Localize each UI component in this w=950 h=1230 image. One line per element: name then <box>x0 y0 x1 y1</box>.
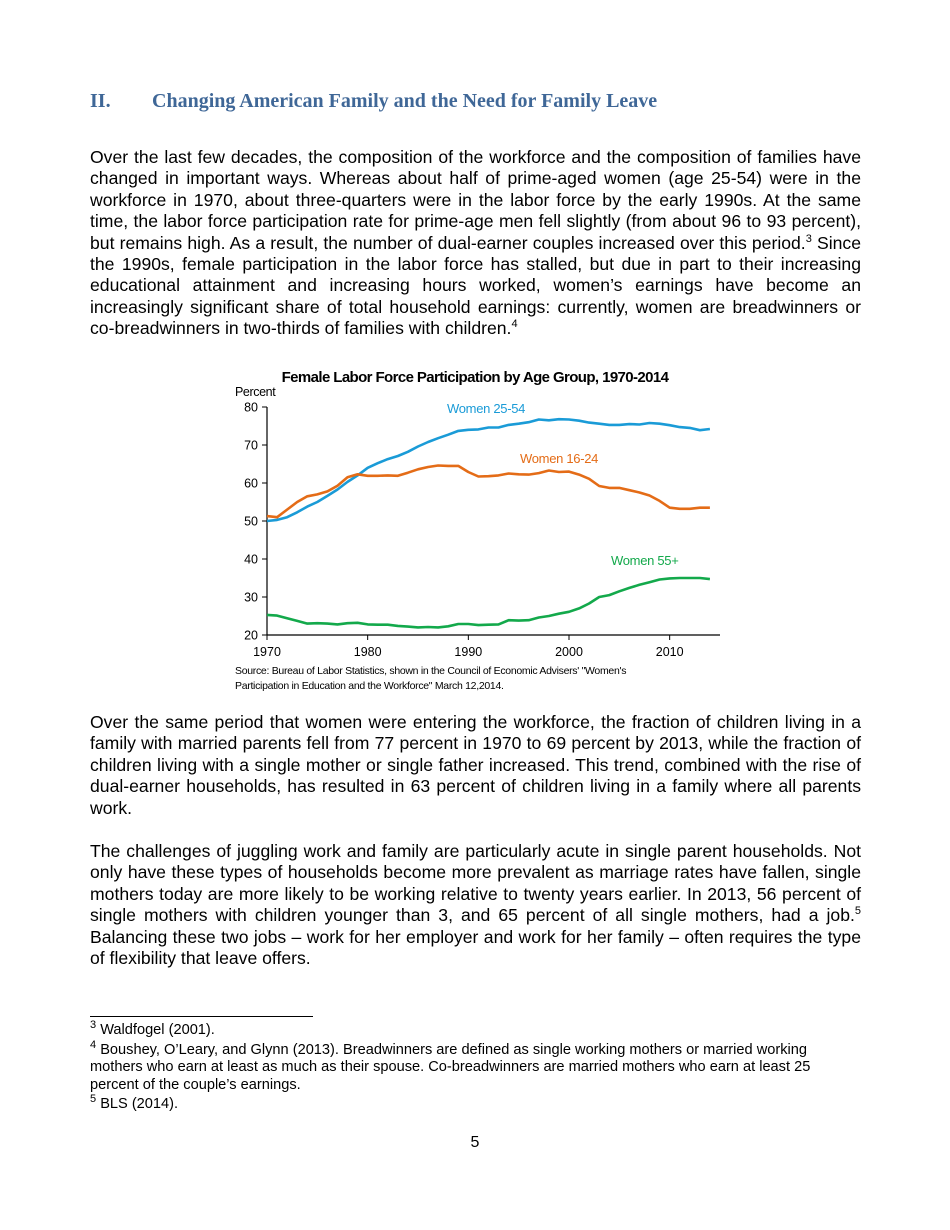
series-label: Women 25-54 <box>447 401 525 416</box>
x-tick-label: 2010 <box>656 645 684 659</box>
y-tick-label: 40 <box>244 553 258 567</box>
source: Source: Bureau of Labor Statistics, show… <box>235 665 626 677</box>
text: The challenges of juggling work and fami… <box>90 841 861 926</box>
footnote-number: 5 <box>90 1093 97 1106</box>
heading-title: Changing American Family and the Need fo… <box>152 90 658 112</box>
paragraph: The challenges of juggling work and fami… <box>90 841 861 969</box>
series-label: Women 16-24 <box>520 451 598 466</box>
footnote-ref: 5 <box>854 905 861 918</box>
y-tick-label: 50 <box>244 515 258 529</box>
text: Balancing these two jobs – work for her … <box>90 926 861 969</box>
series-label: Women 55+ <box>611 553 679 568</box>
footnote-number: 4 <box>90 1039 97 1052</box>
x-tick-label: 2000 <box>555 645 583 659</box>
heading-number: II. <box>90 90 111 112</box>
footnote-ref: 3 <box>805 232 812 245</box>
y-tick-label: 80 <box>244 401 258 415</box>
paragraph: Over the last few decades, the compositi… <box>90 147 861 340</box>
x-tick-label: 1990 <box>454 645 482 659</box>
page-number: 5 <box>470 1134 480 1151</box>
footnote-ref: 4 <box>511 318 518 331</box>
footnote-text: BLS (2014). <box>100 1096 179 1112</box>
footnote: 3 Waldfogel (2001). <box>90 1019 861 1039</box>
footnote-number: 3 <box>90 1019 97 1032</box>
x-tick-label: 1970 <box>253 645 281 659</box>
source: Participation in Education and the Workf… <box>235 680 504 692</box>
chart: Female Labor Force Participation by Age … <box>235 369 720 692</box>
series-line <box>266 417 711 523</box>
y-tick-label: 70 <box>244 439 258 453</box>
footnote: 5 BLS (2014). <box>90 1093 861 1113</box>
footnote: 4 Boushey, O’Leary, and Glynn (2013). Br… <box>90 1039 861 1094</box>
footnote-rule <box>90 1016 313 1017</box>
text: Over the last few decades, the compositi… <box>90 147 861 253</box>
heading: II. Changing American Family and the Need… <box>90 90 657 113</box>
y-tick-label: 60 <box>244 477 258 491</box>
text: Over the same period that women were ent… <box>90 712 861 818</box>
series-line <box>266 464 710 519</box>
paragraph: Over the same period that women were ent… <box>90 712 861 819</box>
y-tick-label: 30 <box>244 591 258 605</box>
footnote-text: Boushey, O’Leary, and Glynn (2013). Brea… <box>90 1042 811 1093</box>
series-line <box>266 576 711 629</box>
footnote-text: Waldfogel (2001). <box>100 1022 215 1038</box>
y-axis-label: Percent <box>235 385 276 399</box>
chart-title: Female Labor Force Participation by Age … <box>282 369 670 386</box>
text: Since the 1990s, female participation in… <box>90 232 861 339</box>
y-tick-label: 20 <box>244 629 258 643</box>
x-tick-label: 1980 <box>354 645 382 659</box>
